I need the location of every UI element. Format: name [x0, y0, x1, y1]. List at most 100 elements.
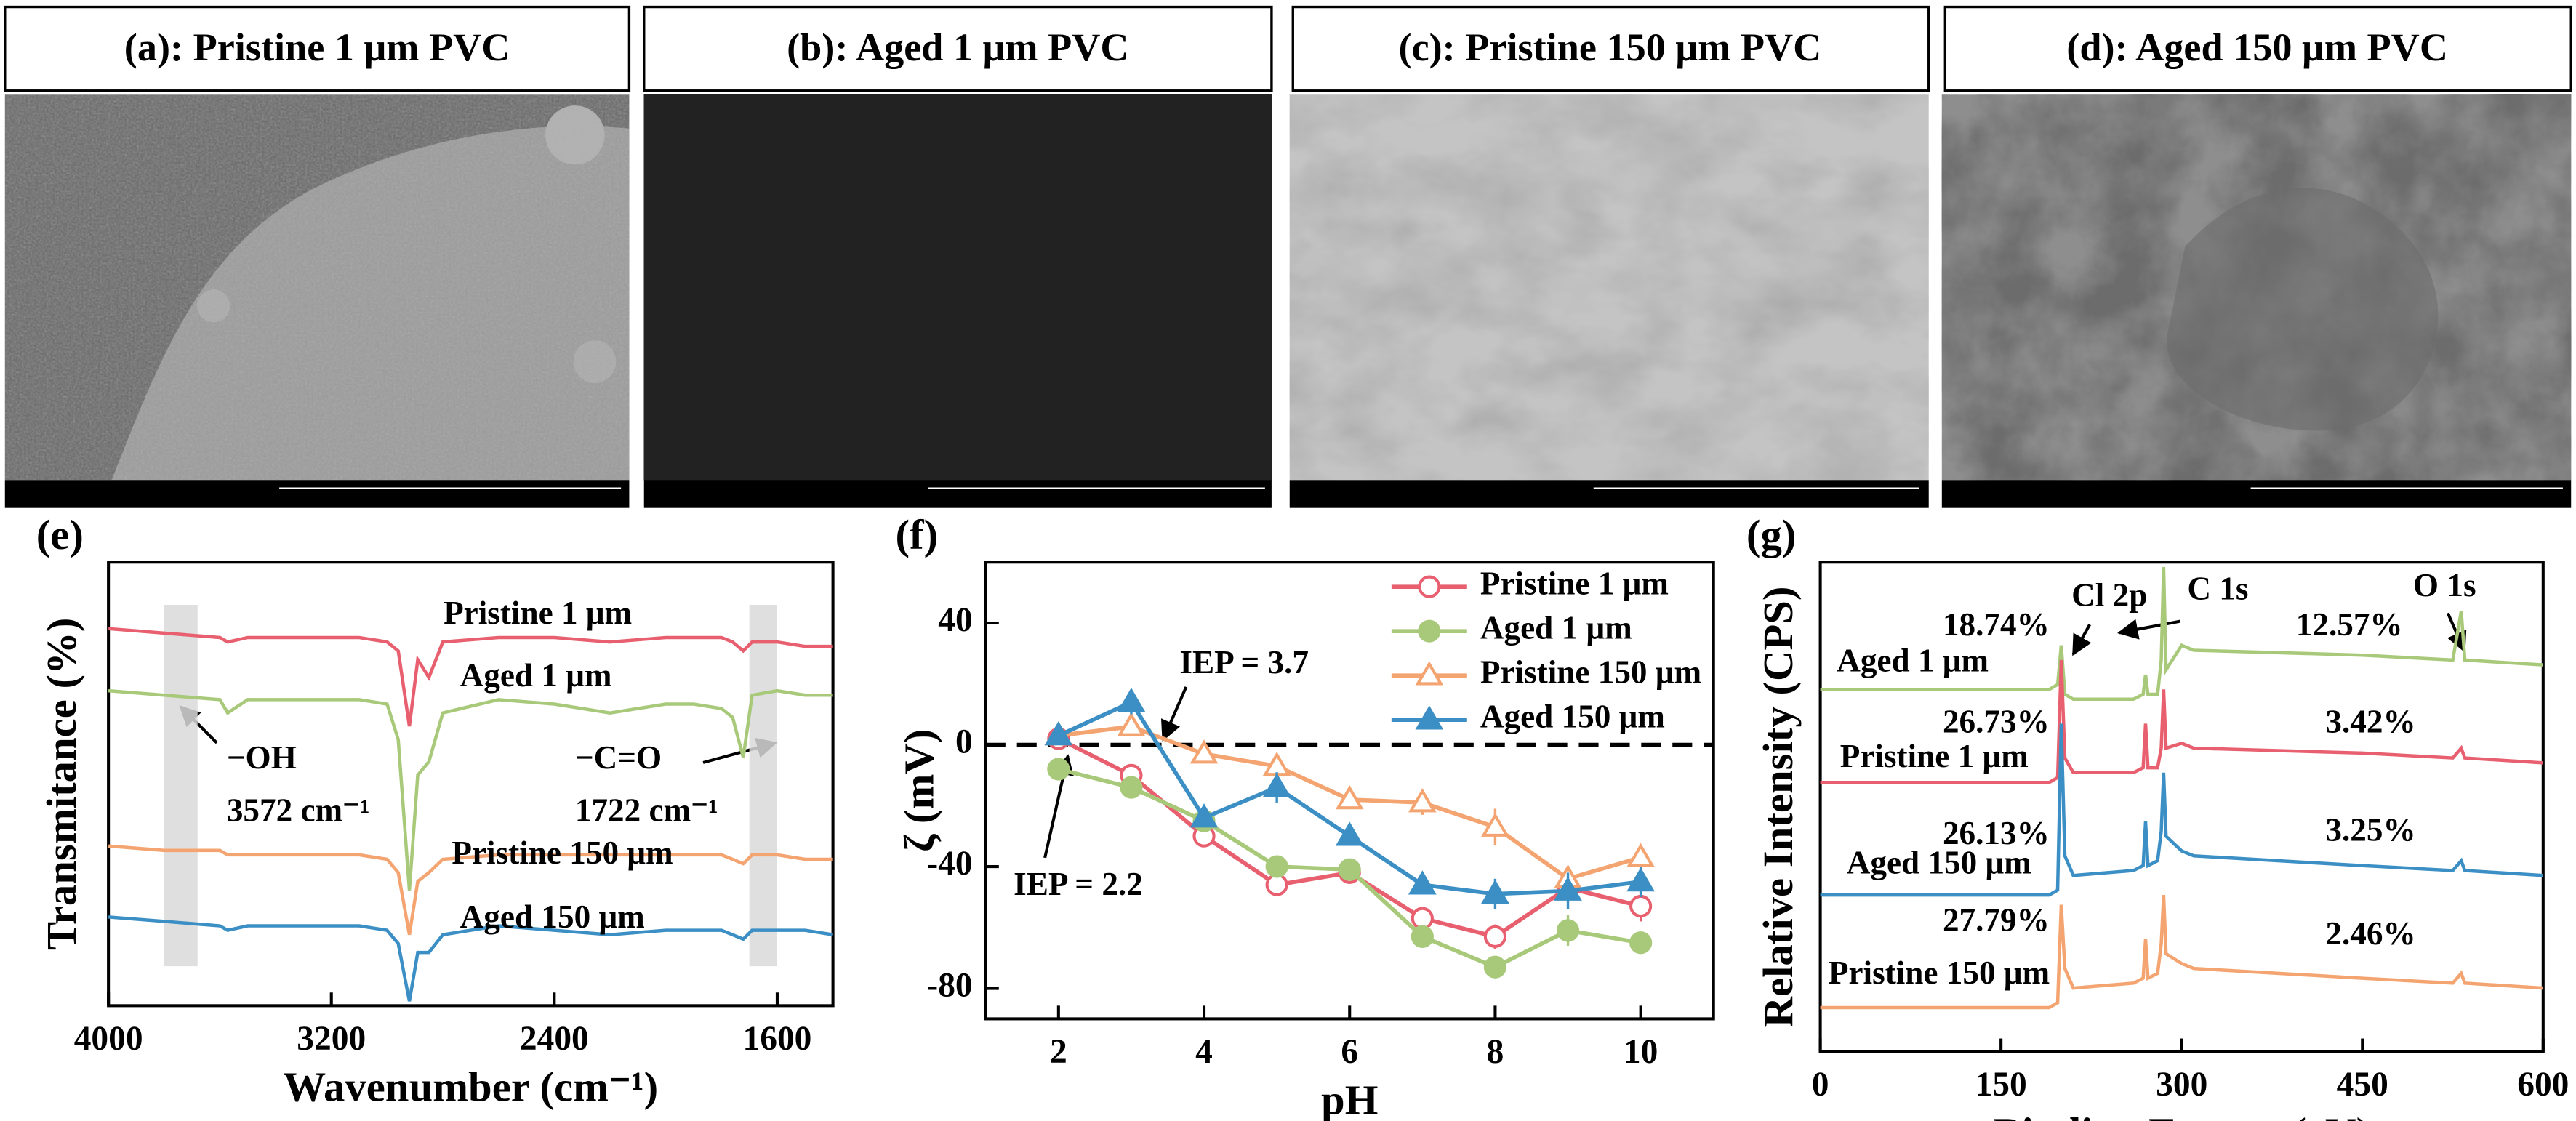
series-label: Pristine 150 μm	[1829, 955, 2050, 991]
y-axis-label: Relative Intensity (CPS)	[1754, 587, 1802, 1028]
data-point	[1338, 858, 1361, 881]
x-tick-label: 2400	[520, 1020, 589, 1058]
x-tick-label: 1600	[743, 1020, 812, 1058]
panel-title: (a): Pristine 1 μm PVC	[124, 25, 510, 69]
y-axis-label: Transmitance (%)	[38, 618, 85, 950]
data-point	[1265, 855, 1288, 878]
legend-label: Aged 1 μm	[1480, 610, 1632, 646]
annotation: 3572 cm⁻¹	[227, 792, 370, 828]
data-point	[1265, 873, 1288, 896]
percent-label: 26.13%	[1943, 815, 2050, 851]
percent-label: 18.74%	[1943, 606, 2050, 643]
legend-label: Pristine 1 μm	[1480, 566, 1669, 602]
data-point	[1411, 925, 1434, 948]
series-label: Pristine 150 μm	[452, 835, 673, 871]
panel-title: (d): Aged 150 μm PVC	[2066, 25, 2448, 69]
panel-label: (g)	[1746, 511, 1797, 558]
legend-label: Pristine 150 μm	[1480, 654, 1701, 691]
data-point	[1483, 925, 1507, 948]
percent-label: 3.42%	[2325, 703, 2415, 739]
data-point	[1189, 739, 1219, 764]
arrows	[179, 612, 2467, 859]
percent-label: 2.46%	[2325, 915, 2415, 952]
title-boxes	[4, 5, 2572, 92]
data-point	[1411, 907, 1434, 930]
series-label: Aged 1 μm	[1837, 643, 1989, 679]
legend-marker	[1415, 705, 1444, 730]
x-tick-label: 4000	[74, 1020, 143, 1058]
percent-label: 3.25%	[2325, 811, 2415, 848]
x-tick-label: 0	[1812, 1066, 1829, 1104]
data-point	[1483, 955, 1507, 979]
y-tick-label: 40	[938, 601, 972, 639]
series-line	[108, 844, 833, 936]
peak-label: Cl 2p	[2071, 576, 2147, 613]
x-axis-label: pH	[1321, 1076, 1378, 1121]
series-line	[108, 915, 833, 1002]
data-point	[1481, 879, 1509, 904]
panel-label: (e)	[36, 511, 84, 558]
highlight-band	[164, 605, 198, 967]
series-label: Aged 150 μm	[1847, 845, 2031, 881]
data-point	[1117, 712, 1146, 736]
panel-label: (f)	[895, 511, 938, 558]
data-point	[1556, 919, 1580, 942]
x-tick-label: 150	[1975, 1066, 2027, 1104]
panel-title: (b): Aged 1 μm PVC	[787, 25, 1128, 69]
series-line	[1820, 659, 2543, 784]
x-tick-label: 3200	[297, 1020, 366, 1058]
data-point	[1047, 758, 1070, 781]
data-point	[1335, 785, 1364, 810]
peak-label: O 1s	[2413, 567, 2476, 603]
plot-frame	[107, 560, 835, 1008]
series-label: Pristine 1 μm	[444, 595, 632, 631]
x-axis-label: Binding Energy (eV)	[1993, 1109, 2370, 1121]
sem-c	[1289, 94, 1929, 508]
data-point	[1044, 721, 1073, 746]
data-point	[1481, 812, 1509, 837]
sem-b	[643, 94, 1272, 508]
data-point	[1335, 821, 1364, 846]
annotation: −OH	[227, 739, 297, 776]
data-point	[1117, 688, 1146, 712]
data-point	[1629, 894, 1653, 918]
data-point	[1408, 870, 1437, 895]
legend-marker	[1418, 619, 1441, 643]
legend-marker	[1418, 575, 1441, 598]
x-tick-label: 300	[2156, 1066, 2207, 1104]
data-point	[1629, 931, 1653, 955]
y-tick-label: -40	[926, 845, 972, 883]
series-line	[108, 627, 833, 727]
sem-d	[1941, 94, 2572, 508]
peak-label: C 1s	[2187, 570, 2248, 606]
y-tick-label: -80	[926, 966, 972, 1004]
data-point	[1120, 776, 1143, 799]
annotation: IEP = 2.2	[1014, 866, 1143, 902]
series-line	[1820, 895, 2543, 1010]
percent-label: 12.57%	[2296, 606, 2403, 643]
annotation: 1722 cm⁻¹	[575, 792, 718, 828]
x-tick-label: 2	[1050, 1033, 1067, 1071]
sem-a	[4, 94, 630, 508]
series-line	[108, 688, 833, 891]
data-point	[1626, 867, 1655, 892]
series-label: Aged 150 μm	[460, 899, 645, 935]
legend-marker	[1415, 661, 1444, 686]
x-tick-label: 8	[1487, 1033, 1504, 1071]
data-point	[1189, 803, 1219, 828]
annotation: IEP = 3.7	[1179, 644, 1309, 680]
x-tick-label: 600	[2517, 1066, 2569, 1104]
data-point	[1262, 773, 1291, 797]
highlight-band	[749, 605, 777, 967]
x-tick-label: 4	[1195, 1033, 1213, 1071]
data-point	[1408, 788, 1437, 813]
panel-title: (c): Pristine 150 μm PVC	[1398, 25, 1821, 69]
annotation: −C=O	[575, 739, 662, 776]
x-tick-label: 10	[1624, 1033, 1658, 1071]
percent-label: 27.79%	[1943, 902, 2050, 939]
data-point	[1554, 876, 1582, 901]
data-point	[1626, 843, 1655, 867]
series-label: Pristine 1 μm	[1840, 738, 2029, 774]
